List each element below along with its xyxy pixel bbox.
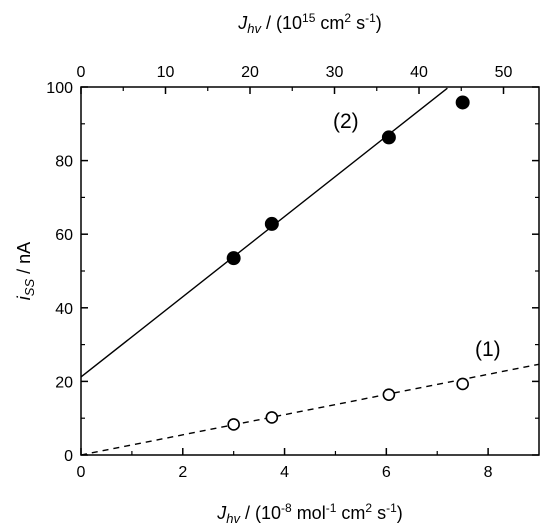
data-point-series-2: [264, 216, 279, 231]
y-tick-label: 100: [46, 80, 73, 97]
data-points: [226, 95, 470, 431]
y-tick-label: 80: [55, 154, 73, 171]
series-label-2: (2): [333, 110, 359, 133]
y-tick-label: 20: [55, 374, 73, 391]
y-tick-label: 60: [55, 227, 73, 244]
bottom-tick-label: 0: [77, 464, 86, 481]
top-tick-label: 10: [157, 64, 175, 81]
data-point-series-1: [382, 388, 396, 401]
top-tick-label: 40: [410, 64, 428, 81]
bottom-tick-label: 6: [382, 464, 391, 481]
bottom-tick-label: 8: [484, 464, 493, 481]
y-tick-label: 40: [55, 301, 73, 318]
series-label-1: (1): [475, 338, 501, 361]
fit-line-series-1: [80, 363, 540, 456]
data-point-series-2: [226, 251, 241, 266]
top-tick-label: 0: [77, 64, 86, 81]
data-point-series-1: [227, 418, 240, 431]
axis-ticks: [80, 86, 539, 456]
plot-frame: [80, 86, 540, 456]
data-point-series-2: [455, 95, 470, 110]
bottom-tick-label: 2: [178, 464, 187, 481]
top-tick-label: 50: [495, 64, 513, 81]
data-point-series-1: [456, 377, 469, 391]
data-point-series-2: [381, 130, 396, 145]
y-tick-label: 0: [64, 448, 73, 465]
data-point-series-1: [265, 411, 279, 424]
bottom-axis-title: Jhv / (10-8 mol-1 cm2 s-1): [216, 501, 403, 526]
top-tick-label: 20: [241, 64, 259, 81]
y-axis-title: iSS / nA: [14, 242, 37, 300]
fit-lines: [80, 87, 540, 456]
top-tick-label: 30: [326, 64, 344, 81]
bottom-tick-label: 4: [280, 464, 289, 481]
top-axis-title: Jhv / (1015 cm2 s-1): [237, 11, 382, 36]
